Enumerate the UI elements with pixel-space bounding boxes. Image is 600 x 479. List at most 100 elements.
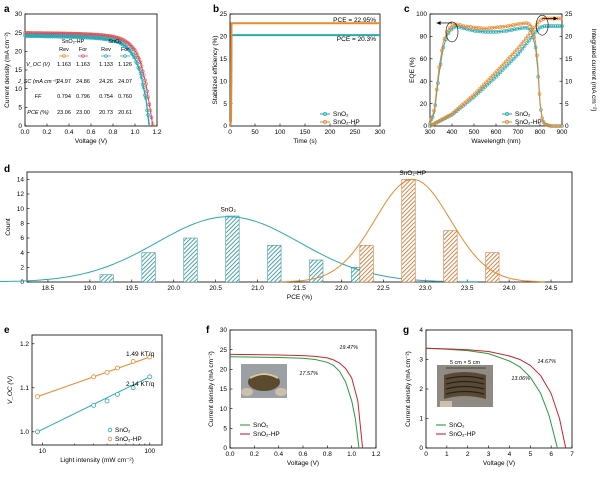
panel-a-point-3 <box>41 34 46 39</box>
panel-a-point-3 <box>88 36 92 40</box>
panel-c-eqe-point-0 <box>488 30 493 34</box>
panel-c-eqe-point-0 <box>483 30 488 34</box>
panel-b-ytick-label: 10 <box>220 78 228 85</box>
panel-c-int-point-1 <box>530 28 535 33</box>
panel-e-legend-label: SnO₂ <box>115 427 131 434</box>
panel-g-xlabel: Voltage (V) <box>483 460 515 467</box>
panel-c-int-point-0 <box>560 24 564 28</box>
panel-c-int-point-1 <box>515 47 519 52</box>
panel-c-eqe-point-1 <box>519 21 523 26</box>
panel-c-eqe-point-1 <box>469 25 473 29</box>
panel-d-bar-0 <box>309 259 324 283</box>
panel-c-int-point-1 <box>512 50 517 54</box>
panel-c-eqe-point-1 <box>535 53 539 58</box>
panel-g-annotation: 5 cm × 5 cm <box>450 360 481 366</box>
panel-a-table-marker <box>62 54 66 58</box>
panel-a-table-rowlabel: FF <box>35 94 42 100</box>
panel-a-xtick-label: 0.2 <box>42 129 51 136</box>
panel-a-point-3 <box>101 37 105 41</box>
panel-e-letter: e <box>4 325 10 336</box>
panel-b-annotation: PCE = 20.3% <box>337 36 376 43</box>
panel-d-bar-0 <box>183 237 198 283</box>
panel-c-eqe-point-0 <box>480 29 485 34</box>
panel-c-int-point-0 <box>527 38 531 43</box>
panel-g-photo-stripe <box>445 375 485 380</box>
panel-c-ytick-label: 100 <box>416 11 427 18</box>
panel-c-arrow-head <box>436 20 441 25</box>
panel-g-ytick-label: 2 <box>419 386 423 393</box>
panel-e-point-0 <box>104 398 110 404</box>
panel-a-ytick-label: 15 <box>15 67 23 74</box>
panel-a-point-3 <box>145 108 149 113</box>
panel-f-ytick-label: 25 <box>220 347 228 354</box>
panel-e-annotation: 1.49 KT/q <box>126 351 155 358</box>
panel-a-table-marker <box>104 54 108 58</box>
panel-c-eqe-point-1 <box>527 22 531 26</box>
panel-g-ytick-label: 4 <box>419 327 423 334</box>
panel-a-ylabel: Current density (mA cm⁻²) <box>4 32 11 108</box>
panel-c-xtick-label: 700 <box>513 129 524 136</box>
panel-a-point-3 <box>83 35 88 40</box>
panel-c-eqe-point-1 <box>490 26 494 30</box>
panel-a-point-3 <box>96 36 101 41</box>
panel-c-ytick-label: 80 <box>420 34 428 41</box>
panel-c-int-point-1 <box>534 22 539 27</box>
panel-c-eqe-point-0 <box>491 30 496 34</box>
panel-e-point-1 <box>91 374 97 380</box>
panel-c-int-point-1 <box>473 91 477 96</box>
panel-d-ytick-label: 14 <box>17 177 25 184</box>
panel-c-int-point-0 <box>478 89 483 93</box>
panel-c-eqe-point-1 <box>463 24 468 29</box>
panel-c-eqe-point-1 <box>437 65 442 69</box>
panel-a-point-3 <box>77 35 81 40</box>
panel-a-table-cell: 20.61 <box>118 110 132 116</box>
panel-d-xtick-label: 24.5 <box>545 285 558 292</box>
panel-a-point-1 <box>138 60 143 65</box>
panel-c-ellipse <box>445 21 459 43</box>
panel-f-letter: f <box>206 325 210 336</box>
panel-c-y2-ytick-label: 0 <box>565 123 569 130</box>
panel-e-point-0 <box>91 402 97 408</box>
panel-a-point-3 <box>70 35 75 39</box>
panel-e-xtick-label: 100 <box>144 448 155 455</box>
panel-c-int-point-1 <box>504 59 508 64</box>
panel-c-int-point-1 <box>490 73 495 78</box>
panel-g-ylabel: Current density (mA cm⁻²) <box>405 351 412 427</box>
panel-a-point-1 <box>140 69 145 74</box>
panel-a-xtick-label: 1.0 <box>130 129 139 136</box>
panel-c-y2-ytick-label: 5 <box>565 101 569 108</box>
panel-a-point-3 <box>112 39 116 43</box>
panel-a-table-cell: 0.794 <box>57 94 71 100</box>
panel-c-eqe-point-1 <box>521 21 526 26</box>
panel-b-xtick-label: 300 <box>375 129 386 136</box>
panel-c-int-point-0 <box>533 30 538 34</box>
panel-c-int-point-0 <box>549 24 553 28</box>
panel-f-ylabel: Current density (mA cm⁻²) <box>208 351 215 427</box>
panel-a-table-cell: 23.06 <box>57 110 71 116</box>
panel-g-series-hp <box>425 347 567 449</box>
panel-c-y2-ytick-label: 25 <box>565 11 573 18</box>
panel-a-letter: a <box>4 4 10 15</box>
panel-a-point-3 <box>138 71 143 76</box>
panel-a-table-cell: 0.796 <box>76 94 90 100</box>
panel-c-int-point-1 <box>482 82 486 87</box>
panel-c-legend-hp-label: SnO₂-HP <box>515 119 542 126</box>
panel-c-eqe-point-0 <box>438 62 443 67</box>
panel-d-bar-1 <box>443 230 458 283</box>
panel-c-int-point-1 <box>517 45 521 49</box>
panel-c-int-point-0 <box>509 59 514 63</box>
panel-a-table-cell: 24.26 <box>99 79 113 85</box>
panel-a-point-3 <box>33 34 37 39</box>
panel-c-int-point-1 <box>510 52 515 57</box>
panel-c-xtick-label: 500 <box>469 129 480 136</box>
panel-a-table-group: SnO₂-HP <box>62 39 85 45</box>
panel-c-int-point-1 <box>506 57 510 61</box>
panel-e-xlabel: Light intensity (mW cm⁻²) <box>60 457 134 464</box>
panel-a-point-1 <box>134 51 138 55</box>
panel-a-point-3 <box>57 34 61 39</box>
panel-g-xtick-label: 5 <box>528 451 532 458</box>
panel-c-int-point-0 <box>469 96 474 101</box>
panel-f-ytick-label: 0 <box>223 445 227 452</box>
panel-c-int-point-0 <box>540 24 545 29</box>
panel-a-point-3 <box>66 35 70 39</box>
